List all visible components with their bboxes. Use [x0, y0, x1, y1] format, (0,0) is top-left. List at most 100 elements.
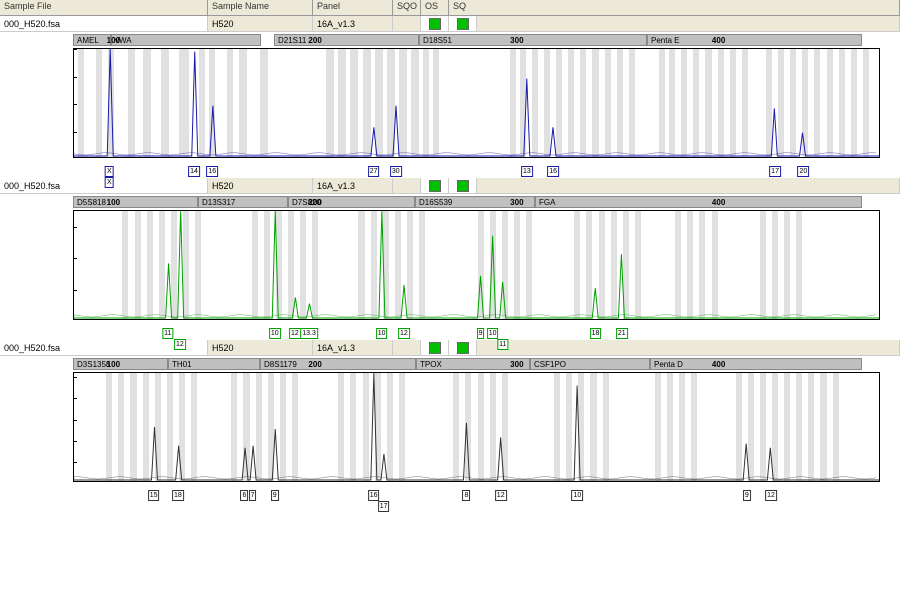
allele-call[interactable]: 10 — [269, 328, 281, 339]
allele-call[interactable]: 13.3 — [300, 328, 318, 339]
x-tick-label: 200 — [308, 36, 321, 45]
col-sq[interactable]: SQ — [449, 0, 900, 15]
allele-call[interactable]: 9 — [271, 490, 279, 501]
sq-status — [449, 178, 477, 193]
locus-label[interactable]: FGA — [535, 196, 862, 208]
allele-call[interactable]: 8 — [462, 490, 470, 501]
chart-wrap: 1000200030004000500010020030040015186791… — [0, 370, 900, 502]
allele-call[interactable]: 30 — [390, 166, 402, 177]
allele-call[interactable]: 13 — [521, 166, 533, 177]
status-icon — [457, 180, 469, 192]
allele-call[interactable]: 12 — [398, 328, 410, 339]
allele-call[interactable]: 11 — [497, 339, 508, 350]
x-tick-label: 200 — [308, 198, 321, 207]
x-tick-label: 100 — [107, 360, 120, 369]
meta-spacer — [477, 178, 900, 193]
locus-label[interactable]: D7S820 — [288, 196, 415, 208]
allele-call[interactable]: 21 — [616, 328, 628, 339]
loci-row: D5S818D13S317D7S820D16S539FGA — [0, 194, 900, 208]
allele-call[interactable]: 7 — [249, 490, 257, 501]
allele-call[interactable]: 12 — [289, 328, 301, 339]
x-tick-label: 400 — [712, 360, 725, 369]
electropherogram-chart[interactable]: 1000200030004000 — [73, 48, 880, 158]
allele-call[interactable]: 16 — [547, 166, 559, 177]
sqo-cell — [393, 16, 421, 31]
allele-call[interactable]: 15 — [148, 490, 160, 501]
col-os[interactable]: OS — [421, 0, 449, 15]
column-header-row: Sample File Sample Name Panel SQO OS SQ — [0, 0, 900, 16]
status-icon — [429, 180, 441, 192]
sample-file-cell: 000_H520.fsa — [0, 16, 208, 31]
x-tick-label: 200 — [308, 360, 321, 369]
os-status — [421, 16, 449, 31]
allele-call[interactable]: 12 — [765, 490, 777, 501]
chart-wrap: 1000200030004000100200300400XX1416273013… — [0, 46, 900, 178]
x-tick-label: 100 — [107, 36, 120, 45]
locus-label[interactable]: D8S1179 — [260, 358, 416, 370]
allele-call[interactable]: 6 — [241, 490, 249, 501]
locus-label[interactable]: D5S818 — [73, 196, 198, 208]
allele-call[interactable]: X — [105, 166, 114, 177]
locus-label[interactable]: CSF1PO — [530, 358, 650, 370]
sample-meta-row: 000_H520.fsaH52016A_v1.3 — [0, 178, 900, 194]
allele-call[interactable]: 27 — [368, 166, 380, 177]
locus-label[interactable]: vWA — [111, 34, 261, 46]
panel-name-cell: 16A_v1.3 — [313, 16, 393, 31]
locus-label[interactable]: D3S1358 — [73, 358, 168, 370]
meta-spacer — [477, 340, 900, 355]
allele-call[interactable]: 10 — [487, 328, 499, 339]
allele-call[interactable]: 9 — [477, 328, 485, 339]
x-tick-label: 300 — [510, 198, 523, 207]
locus-label[interactable]: Penta E — [647, 34, 862, 46]
panel-name-cell: 16A_v1.3 — [313, 340, 393, 355]
allele-call[interactable]: X — [105, 177, 114, 188]
x-tick-label: 300 — [510, 36, 523, 45]
loci-row: AMELvWA D21S11D18S51Penta E — [0, 32, 900, 46]
allele-call[interactable]: 20 — [797, 166, 809, 177]
allele-call[interactable]: 17 — [378, 501, 390, 512]
trace-line — [74, 49, 879, 157]
locus-label[interactable]: D21S11 — [274, 34, 419, 46]
col-panel[interactable]: Panel — [313, 0, 393, 15]
allele-call[interactable]: 18 — [590, 328, 602, 339]
locus-label[interactable]: D18S51 — [419, 34, 647, 46]
allele-call[interactable]: 16 — [368, 490, 380, 501]
sqo-cell — [393, 340, 421, 355]
status-icon — [429, 342, 441, 354]
allele-call[interactable]: 14 — [188, 166, 200, 177]
allele-call[interactable]: 12 — [495, 490, 507, 501]
electropherogram-chart[interactable]: 10002000300040005000 — [73, 372, 880, 482]
allele-call[interactable]: 9 — [743, 490, 751, 501]
x-tick-label: 100 — [107, 198, 120, 207]
trace-line — [74, 211, 879, 319]
os-status — [421, 178, 449, 193]
sq-status — [449, 16, 477, 31]
sample-name-cell: H520 — [208, 178, 313, 193]
chart-wrap: 1000200030001002003004001112101213.31012… — [0, 208, 900, 340]
allele-call[interactable]: 10 — [571, 490, 583, 501]
allele-call[interactable]: 10 — [376, 328, 388, 339]
x-tick-label: 300 — [510, 360, 523, 369]
col-sample-file[interactable]: Sample File — [0, 0, 208, 15]
allele-call[interactable]: 12 — [174, 339, 186, 350]
sq-status — [449, 340, 477, 355]
locus-label[interactable]: TH01 — [168, 358, 260, 370]
allele-call[interactable]: 16 — [206, 166, 218, 177]
x-tick-label: 400 — [712, 36, 725, 45]
sample-meta-row: 000_H520.fsaH52016A_v1.3 — [0, 16, 900, 32]
allele-call[interactable]: 17 — [769, 166, 781, 177]
locus-label[interactable]: D13S317 — [198, 196, 288, 208]
col-sample-name[interactable]: Sample Name — [208, 0, 313, 15]
allele-call[interactable]: 18 — [172, 490, 184, 501]
col-sqo[interactable]: SQO — [393, 0, 421, 15]
sqo-cell — [393, 178, 421, 193]
panel-name-cell: 16A_v1.3 — [313, 178, 393, 193]
locus-label[interactable]: Penta D — [650, 358, 862, 370]
allele-call[interactable]: 11 — [162, 328, 173, 339]
locus-label[interactable]: AMEL — [73, 34, 111, 46]
loci-row: D3S1358TH01D8S1179TPOXCSF1POPenta D — [0, 356, 900, 370]
trace-line — [74, 373, 879, 481]
x-tick-label: 400 — [712, 198, 725, 207]
os-status — [421, 340, 449, 355]
electropherogram-chart[interactable]: 100020003000 — [73, 210, 880, 320]
